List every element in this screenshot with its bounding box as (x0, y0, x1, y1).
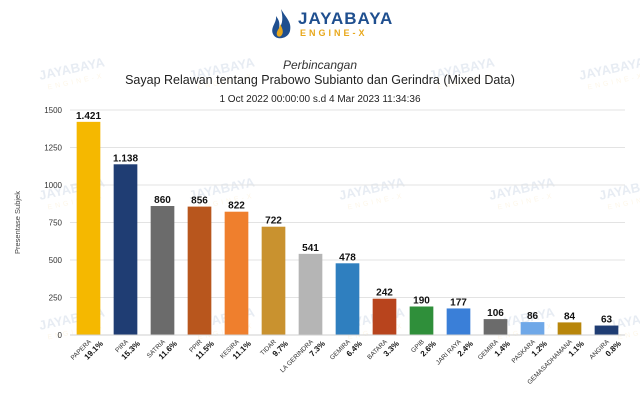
bar-tidar (261, 226, 286, 335)
bar-value-label: 242 (376, 288, 393, 299)
y-tick-label: 0 (58, 331, 63, 340)
bar-value-label: 856 (191, 196, 208, 207)
bar-gemasadhamana (557, 322, 582, 335)
bar-value-label: 860 (154, 195, 171, 206)
bar-value-label: 822 (228, 201, 245, 212)
bar-value-label: 1.138 (113, 153, 138, 164)
jayabaya-logo: JAYABAYA ENGINE-X (268, 6, 392, 42)
brand-name: JAYABAYA (298, 9, 394, 28)
y-axis-label: Presentase Subjek (13, 191, 22, 254)
bar-kesira (224, 211, 249, 335)
bar-value-label: 190 (413, 296, 430, 307)
bar-value-label: 86 (527, 311, 539, 322)
chart-subtitle: Perbincangan (282, 58, 358, 72)
bar-batara (372, 298, 397, 335)
y-tick-label: 1500 (44, 106, 62, 115)
bar-pira (113, 164, 138, 335)
bar-gemira (483, 319, 508, 335)
bar-paskara (520, 322, 545, 335)
date-range: 1 Oct 2022 00:00:00 s.d 4 Mar 2023 11:34… (219, 94, 421, 105)
bar-value-label: 478 (339, 252, 356, 263)
y-tick-label: 1250 (44, 144, 62, 153)
bar-value-label: 84 (564, 311, 576, 322)
bar-jari-raya (446, 308, 471, 335)
bar-value-label: 1.421 (76, 111, 101, 122)
y-tick-label: 500 (49, 256, 63, 265)
bar-ppir (187, 206, 212, 335)
bar-value-label: 106 (487, 308, 504, 319)
bar-value-label: 722 (265, 216, 282, 227)
bar-angira (594, 325, 619, 335)
engine-name: ENGINE-X (300, 28, 368, 38)
bar-value-label: 63 (601, 315, 613, 326)
bar-satria (150, 206, 175, 335)
bar-papera (76, 121, 101, 335)
y-tick-label: 250 (49, 294, 63, 303)
bar-gemira (335, 263, 360, 335)
bar-value-label: 177 (450, 297, 467, 308)
bar-la-gerindra (298, 253, 323, 335)
bar-gpib (409, 306, 434, 335)
chart-title: Sayap Relawan tentang Prabowo Subianto d… (125, 73, 515, 87)
y-tick-label: 750 (49, 219, 63, 228)
bar-value-label: 541 (302, 243, 319, 254)
y-tick-label: 1000 (44, 181, 62, 190)
flame-logo-icon (272, 9, 291, 39)
